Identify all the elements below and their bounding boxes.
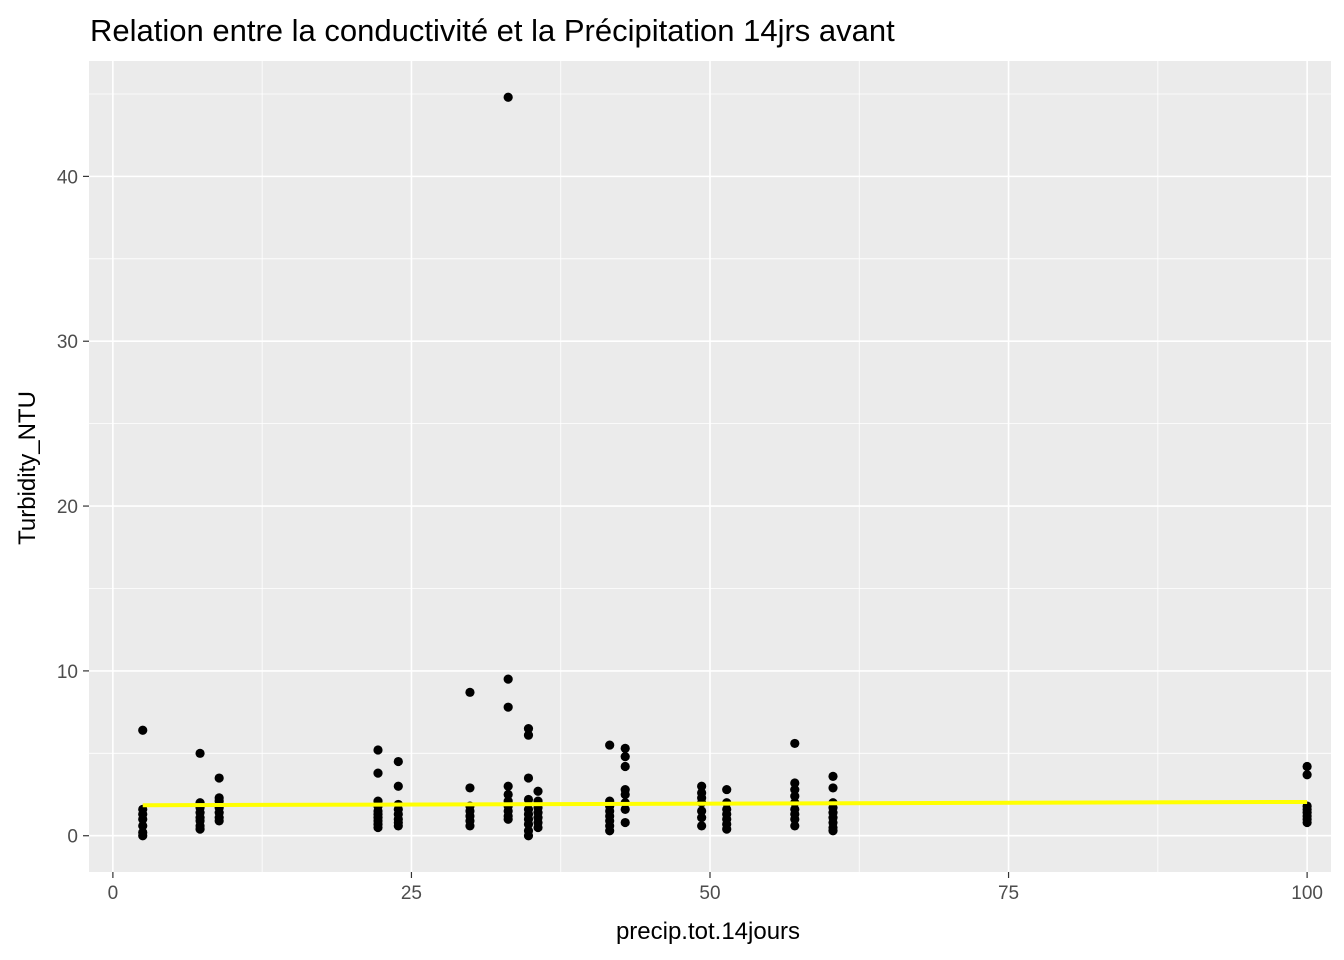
data-point [214,773,224,783]
data-point [503,702,513,712]
major-gridlines [89,61,1331,872]
data-point [393,781,403,791]
data-point [214,816,224,826]
data-point [790,791,800,801]
data-point [523,831,534,841]
y-tick-label: 0 [67,827,78,848]
data-point [523,730,534,740]
data-point [620,817,630,828]
data-point [605,826,615,836]
data-point [605,740,615,750]
data-point [373,768,383,778]
data-point [503,781,513,791]
data-point [790,738,800,749]
data-point [697,806,707,816]
chart-title: Relation entre la conductivité et la Pré… [90,13,895,48]
data-point [503,92,513,102]
data-point [1302,761,1312,772]
data-point [620,752,630,762]
data-point [533,786,543,796]
data-point [620,761,630,772]
y-tick-label: 20 [57,497,78,518]
data-point [503,674,513,684]
data-point [828,771,838,781]
y-tick-label: 10 [57,662,78,683]
data-point [722,824,732,834]
x-axis-title: precip.tot.14jours [616,918,800,945]
data-point [697,821,707,831]
data-point [620,743,630,753]
y-axis: 0 10 20 30 40 [57,167,89,848]
data-point [465,783,475,793]
data-point [465,687,475,697]
data-point [523,794,534,805]
smooth-line [142,799,1308,808]
x-tick-label: 100 [1291,883,1323,904]
data-point [620,804,630,814]
x-tick-label: 0 [108,883,119,904]
x-tick-label: 50 [699,883,720,904]
data-point [620,789,630,800]
x-tick-label: 75 [998,883,1019,904]
data-point [195,748,205,758]
data-point [828,783,838,793]
data-point [393,821,403,831]
y-tick-label: 30 [57,332,78,353]
x-tick-label: 25 [401,883,422,904]
data-point [465,821,475,831]
data-point [722,784,732,795]
y-tick-label: 40 [57,167,78,188]
data-point [790,814,800,824]
data-point [1302,770,1312,780]
data-point [373,822,383,833]
data-point [1302,817,1312,828]
data-point [393,756,403,767]
data-point [790,821,800,831]
data-point [195,824,205,834]
x-axis: 0 25 50 75 100 [108,872,1323,904]
data-point [138,814,148,824]
data-point [533,822,543,833]
data-point [373,745,383,755]
data-point [138,725,148,735]
data-point [523,819,534,829]
data-point [790,778,800,788]
y-axis-title: Turbidity_NTU [14,391,41,545]
data-point [523,773,534,783]
data-point [697,781,707,791]
data-point [503,814,513,824]
data-point [697,813,707,823]
data-point [138,821,148,831]
data-point [138,831,148,841]
data-point [828,826,838,836]
smooth-line-group [142,799,1308,808]
data-point [503,789,513,800]
data-point [790,784,800,795]
data-point [523,723,534,734]
